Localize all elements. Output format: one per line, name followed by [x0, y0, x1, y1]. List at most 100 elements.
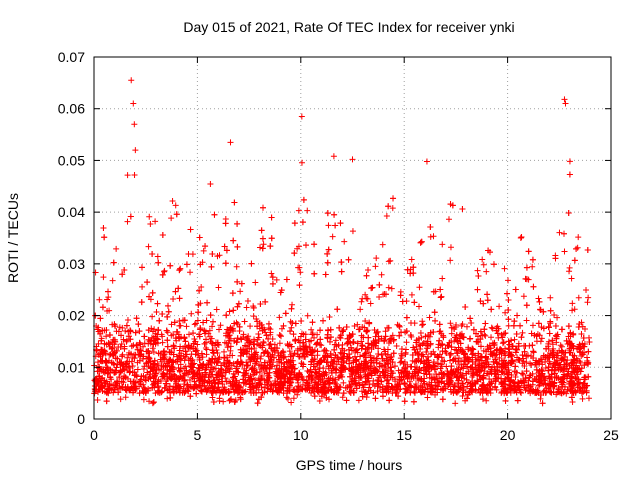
data-point — [433, 370, 440, 377]
data-point — [488, 324, 495, 331]
data-point — [270, 346, 277, 353]
data-point — [141, 333, 148, 340]
data-point — [215, 284, 222, 291]
data-point — [396, 322, 403, 329]
data-point — [257, 355, 264, 362]
data-point — [215, 384, 222, 391]
data-point — [115, 328, 122, 335]
data-point — [355, 397, 362, 404]
data-point — [378, 271, 385, 278]
data-point — [518, 390, 525, 397]
data-point — [505, 277, 512, 284]
data-point — [332, 222, 339, 229]
data-point — [575, 294, 582, 301]
data-point — [268, 235, 275, 242]
data-point — [269, 280, 276, 287]
data-point — [181, 334, 188, 341]
data-point — [456, 361, 463, 368]
data-point — [535, 320, 542, 327]
data-point — [128, 343, 135, 350]
data-point — [299, 219, 306, 226]
data-point — [234, 220, 241, 227]
data-point — [463, 376, 470, 383]
data-point — [397, 292, 404, 299]
data-point — [505, 322, 512, 329]
data-point — [338, 259, 345, 266]
data-point — [354, 349, 361, 356]
data-point — [345, 256, 352, 263]
data-point — [576, 365, 583, 372]
data-point — [466, 335, 473, 342]
data-point — [172, 202, 179, 209]
data-point — [363, 295, 370, 302]
data-point — [523, 264, 530, 271]
data-point — [289, 301, 296, 308]
data-point — [230, 307, 237, 314]
data-point — [268, 270, 275, 277]
data-point — [505, 297, 512, 304]
data-point — [523, 317, 530, 324]
data-point — [290, 395, 297, 402]
data-point — [216, 326, 223, 333]
data-point — [127, 368, 134, 375]
data-point — [134, 366, 141, 373]
data-point — [529, 263, 536, 270]
data-point — [334, 306, 341, 313]
data-point — [505, 316, 512, 323]
data-point — [196, 234, 203, 241]
data-point — [226, 308, 233, 315]
data-point — [221, 348, 228, 355]
data-point — [100, 274, 107, 281]
data-point — [395, 367, 402, 374]
data-point — [529, 322, 536, 329]
data-point — [363, 272, 370, 279]
data-point — [580, 388, 587, 395]
data-point — [357, 306, 364, 313]
data-point — [411, 299, 418, 306]
data-point — [437, 294, 444, 301]
data-point — [574, 244, 581, 251]
data-point — [410, 264, 417, 271]
data-point — [124, 218, 131, 225]
data-point — [520, 371, 527, 378]
data-point — [559, 349, 566, 356]
data-point — [439, 396, 446, 403]
data-point — [452, 400, 459, 407]
data-point — [463, 323, 470, 330]
data-point — [417, 239, 424, 246]
data-point — [170, 296, 177, 303]
data-point — [159, 339, 166, 346]
data-point — [105, 294, 112, 301]
data-point — [375, 345, 382, 352]
data-point — [163, 380, 170, 387]
data-point — [304, 367, 311, 374]
data-point — [190, 330, 197, 337]
data-point — [278, 325, 285, 332]
data-point — [209, 341, 216, 348]
data-point — [308, 389, 315, 396]
data-point — [167, 394, 174, 401]
data-point — [360, 384, 367, 391]
data-point — [518, 334, 525, 341]
data-point — [585, 294, 592, 301]
data-point — [203, 346, 210, 353]
data-point — [168, 332, 175, 339]
data-point — [196, 383, 203, 390]
data-point — [244, 362, 251, 369]
data-point — [571, 257, 578, 264]
data-point — [568, 275, 575, 282]
data-point — [397, 359, 404, 366]
data-point — [153, 308, 160, 315]
data-point — [152, 330, 159, 337]
data-point — [442, 348, 449, 355]
data-point — [247, 323, 254, 330]
data-point — [295, 207, 302, 214]
data-point — [523, 359, 530, 366]
data-point — [522, 375, 529, 382]
data-point — [197, 326, 204, 333]
data-point — [251, 345, 258, 352]
data-point — [304, 207, 311, 214]
data-point — [274, 362, 281, 369]
data-point — [340, 326, 347, 333]
data-point — [200, 247, 207, 254]
